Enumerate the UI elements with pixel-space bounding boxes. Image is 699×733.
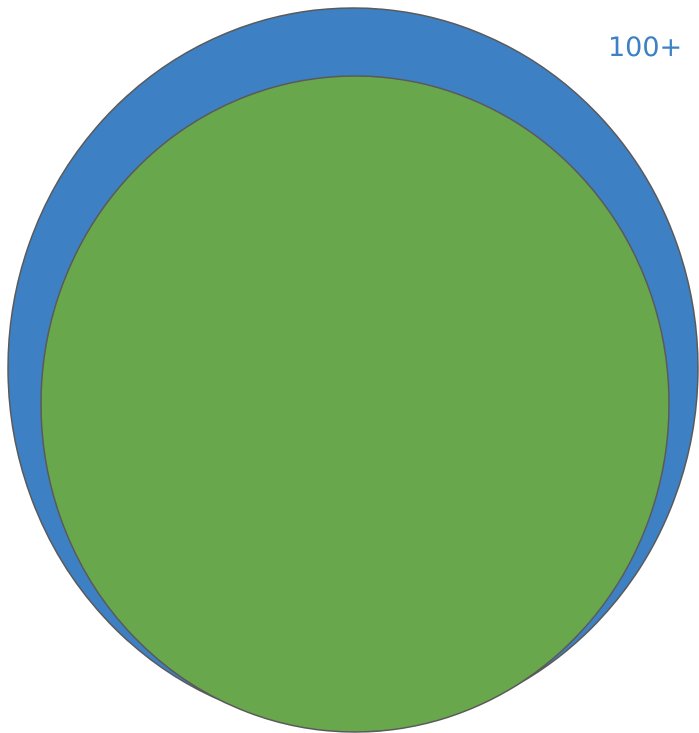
outer-circle-label: 100+ xyxy=(608,32,683,63)
inner-circle xyxy=(40,75,670,733)
